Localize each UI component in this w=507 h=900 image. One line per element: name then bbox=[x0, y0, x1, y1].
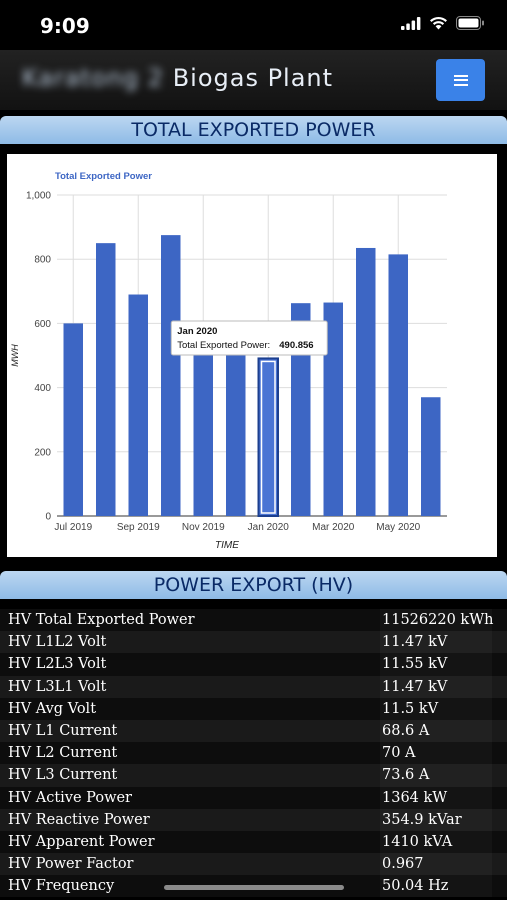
y-tick-label: 400 bbox=[34, 383, 51, 394]
row-value: 11526220 kWh bbox=[382, 612, 494, 628]
row-value: 73.6 A bbox=[382, 767, 430, 784]
row-label: HV L2 Current bbox=[8, 745, 118, 762]
row-value: 1410 kVA bbox=[382, 833, 453, 850]
page-title: Karatong 2 Biogas Plant bbox=[22, 64, 333, 92]
row-label: HV Frequency bbox=[8, 878, 115, 895]
row-value: 11.47 kV bbox=[382, 634, 448, 651]
row-value: 50.04 Hz bbox=[382, 878, 449, 895]
row-label: HV L3 Current bbox=[8, 767, 118, 784]
status-icons bbox=[401, 16, 485, 30]
row-label: HV Reactive Power bbox=[8, 811, 150, 828]
row-value: 1364 kW bbox=[382, 789, 448, 806]
row-label: HV Active Power bbox=[8, 789, 132, 806]
row-value: 11.5 kV bbox=[382, 700, 439, 717]
table-row: HV Active Power 1364 kW bbox=[0, 786, 507, 809]
x-tick-label: Nov 2019 bbox=[182, 522, 225, 533]
wifi-icon bbox=[430, 16, 447, 30]
y-tick-label: 1,000 bbox=[26, 191, 51, 202]
y-tick-label: 0 bbox=[45, 512, 51, 523]
status-bar: 9:09 bbox=[0, 0, 507, 50]
y-axis-title: MWH bbox=[10, 344, 20, 367]
y-tick-label: 600 bbox=[34, 319, 51, 330]
x-tick-label: Sep 2019 bbox=[117, 522, 160, 533]
row-label: HV L2L3 Volt bbox=[8, 656, 107, 673]
battery-icon bbox=[456, 16, 484, 30]
tooltip-box bbox=[170, 320, 328, 356]
tooltip-label: Total Exported Power: bbox=[177, 340, 270, 351]
row-value: 11.55 kV bbox=[382, 656, 448, 673]
row-value: 11.47 kV bbox=[382, 678, 448, 695]
table-row: HV Power Factor 0.967 bbox=[0, 853, 507, 876]
section-title-total-exported-power: TOTAL EXPORTED POWER bbox=[0, 116, 507, 144]
section-title-power-export-hv: POWER EXPORT (HV) bbox=[0, 571, 507, 599]
row-label: HV Apparent Power bbox=[8, 833, 155, 850]
row-label: HV L3L1 Volt bbox=[8, 678, 107, 695]
x-tick-label: Jul 2019 bbox=[54, 522, 92, 533]
chart-card: 0 200 400 600 800 1,000 Jul 2019 Sep 2019 Nov 20… bbox=[7, 154, 497, 557]
row-label: HV Power Factor bbox=[8, 856, 134, 873]
bar bbox=[257, 357, 279, 517]
table-row: HV L3L1 Volt 11.47 kV bbox=[0, 675, 507, 698]
signal-icon bbox=[401, 16, 421, 30]
total-exported-power-chart: 0 200 400 600 800 1,000 Jul 2019 Sep 2019 Nov 20… bbox=[10, 171, 447, 551]
row-value: 70 A bbox=[382, 745, 416, 762]
row-label: HV L1 Current bbox=[8, 722, 118, 739]
bar bbox=[193, 341, 213, 516]
chart-title: Total Exported Power bbox=[55, 171, 152, 182]
bar bbox=[161, 235, 181, 516]
tooltip-value: 490.856 bbox=[279, 340, 313, 351]
bar bbox=[421, 397, 441, 516]
table-row: HV L1 Current 68.6 A bbox=[0, 719, 507, 743]
app-header: Karatong 2 Biogas Plant bbox=[0, 50, 507, 110]
hv-table: HV Total Exported Power 11526220 kWh HV L1… bbox=[0, 609, 507, 898]
x-tick-label: May 2020 bbox=[376, 522, 420, 533]
table-row: HV L2 Current 70 A bbox=[0, 742, 507, 765]
bar-highlight bbox=[260, 360, 276, 514]
x-tick-label: Mar 2020 bbox=[312, 522, 355, 533]
bar bbox=[96, 243, 116, 516]
bar bbox=[226, 347, 246, 516]
row-value: 354.9 kVar bbox=[382, 811, 462, 828]
table-row: HV Reactive Power 354.9 kVar bbox=[0, 808, 507, 831]
bar bbox=[388, 254, 408, 516]
table-row: HV L1L2 Volt 11.47 kV bbox=[0, 631, 507, 654]
bar bbox=[63, 323, 83, 516]
table-row: HV Avg Volt 11.5 kV bbox=[0, 697, 507, 720]
y-tick-label: 200 bbox=[34, 447, 51, 458]
row-value: 0.967 bbox=[382, 856, 424, 873]
tooltip-category: Jan 2020 bbox=[177, 326, 217, 337]
bar bbox=[128, 294, 148, 516]
menu-button[interactable] bbox=[436, 59, 485, 101]
hamburger-menu-icon bbox=[453, 74, 468, 86]
table-row: HV L2L3 Volt 11.55 kV bbox=[0, 653, 507, 676]
table-row: HV Apparent Power 1410 kVA bbox=[0, 830, 507, 854]
row-label: HV Avg Volt bbox=[8, 700, 97, 717]
home-indicator bbox=[164, 885, 344, 890]
x-axis-title: TIME bbox=[215, 540, 239, 551]
row-label: HV Total Exported Power bbox=[8, 612, 195, 628]
row-label: HV L1L2 Volt bbox=[8, 634, 107, 651]
row-value: 68.6 A bbox=[382, 722, 430, 739]
bar bbox=[356, 247, 376, 516]
bar bbox=[291, 303, 311, 516]
table-row: HV L3 Current 73.6 A bbox=[0, 764, 507, 787]
plant-type: Biogas Plant bbox=[172, 64, 334, 92]
plant-name-blurred: Karatong 2 bbox=[22, 64, 165, 92]
status-time: 9:09 bbox=[40, 14, 90, 38]
bar bbox=[323, 302, 343, 516]
x-tick-label: Jan 2020 bbox=[248, 522, 290, 533]
table-row: HV Total Exported Power 11526220 kWh bbox=[0, 609, 507, 632]
y-tick-label: 800 bbox=[34, 255, 51, 266]
